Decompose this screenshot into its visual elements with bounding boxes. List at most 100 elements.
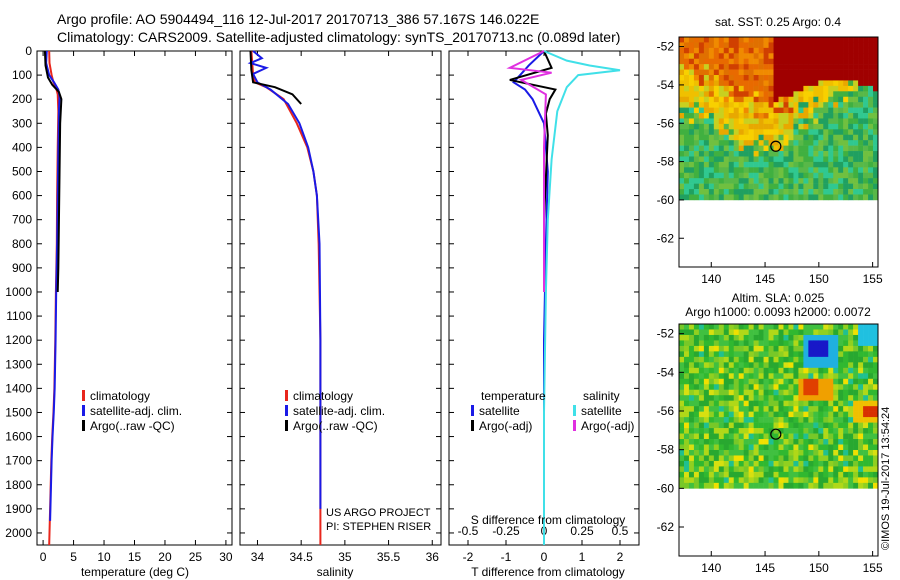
heatmap-cell xyxy=(833,183,839,190)
heatmap-cell xyxy=(713,345,720,352)
heatmap-cell xyxy=(803,334,809,341)
heatmap-cell xyxy=(743,145,749,152)
heatmap-cell xyxy=(703,389,710,396)
heatmap-cell xyxy=(748,389,754,396)
heatmap-cell xyxy=(773,85,779,92)
heatmap-cell xyxy=(788,47,794,54)
heatmap-cell xyxy=(843,411,849,418)
heatmap-cell xyxy=(778,389,784,396)
heatmap-cell xyxy=(679,449,685,456)
heatmap-cell xyxy=(713,400,720,407)
heatmap-cell xyxy=(793,422,799,429)
heatmap-cell xyxy=(723,378,730,385)
heatmap-cell xyxy=(833,460,839,467)
heatmap-cell xyxy=(848,64,854,70)
heatmap-cell xyxy=(698,113,705,119)
heatmap-cell xyxy=(713,351,720,358)
heatmap-cell xyxy=(813,161,819,168)
heatmap-cell xyxy=(713,362,720,369)
heatmap-cell xyxy=(778,91,784,98)
heatmap-cell xyxy=(773,482,779,489)
heatmap-cell xyxy=(713,113,720,119)
heatmap-cell xyxy=(808,329,814,336)
heatmap-cell xyxy=(748,460,754,467)
heatmap-cell xyxy=(793,145,799,152)
heatmap-cell xyxy=(853,411,859,418)
heatmap-cell xyxy=(828,172,834,179)
heatmap-cell xyxy=(718,167,725,174)
heatmap-cell xyxy=(698,471,705,478)
heatmap-cell xyxy=(688,449,695,456)
heatmap-cell xyxy=(783,69,789,76)
y-tick-label: 100 xyxy=(12,68,32,82)
heatmap-cell xyxy=(713,373,720,380)
heatmap-cell xyxy=(778,378,784,385)
heatmap-cell xyxy=(868,477,874,484)
x-tick-label: 35 xyxy=(338,550,352,564)
heatmap-cell xyxy=(793,345,799,352)
heatmap-cell xyxy=(688,455,695,462)
series-line xyxy=(43,50,63,293)
heatmap-cell xyxy=(743,367,749,374)
heatmap-cell xyxy=(768,58,774,65)
heatmap-cell xyxy=(868,75,874,81)
heatmap-cell xyxy=(679,428,685,434)
heatmap-cell xyxy=(813,47,819,54)
heatmap-cell xyxy=(713,129,720,136)
heatmap-cell xyxy=(788,433,794,440)
heatmap-cell xyxy=(679,47,685,54)
heatmap-cell xyxy=(688,395,695,401)
heatmap-cell xyxy=(728,134,735,141)
heatmap-cell xyxy=(733,123,739,130)
heatmap-cell xyxy=(748,477,754,484)
heatmap-cell xyxy=(688,53,695,60)
heatmap-cell xyxy=(828,422,834,429)
project-line1: US ARGO PROJECT xyxy=(326,507,431,519)
heatmap-cell xyxy=(848,113,854,119)
heatmap-cell xyxy=(728,389,735,396)
heatmap-cell xyxy=(763,75,769,81)
heatmap-cell xyxy=(788,406,794,412)
figure-title-line2: Climatology: CARS2009. Satellite-adjuste… xyxy=(57,29,620,45)
heatmap-cell xyxy=(703,455,710,462)
heatmap-cell xyxy=(773,345,779,352)
heatmap-cell xyxy=(758,362,764,369)
heatmap-cell xyxy=(733,80,739,87)
heatmap-cell xyxy=(803,373,809,380)
heatmap-cell xyxy=(823,107,829,114)
heatmap-cell xyxy=(853,417,859,423)
heatmap-cell xyxy=(683,406,690,412)
heatmap-cell xyxy=(679,329,685,336)
heatmap-cell xyxy=(708,145,715,152)
heatmap-cell xyxy=(813,140,819,146)
heatmap-cell xyxy=(693,455,700,462)
heatmap-cell xyxy=(818,444,824,451)
heatmap-cell xyxy=(763,172,769,179)
heatmap-cell xyxy=(858,417,864,423)
heatmap-cell xyxy=(723,449,730,456)
heatmap-cell xyxy=(833,477,839,484)
heatmap-cell xyxy=(708,340,715,347)
heatmap-cell xyxy=(713,189,720,195)
heatmap-cell xyxy=(808,384,814,391)
heatmap-cell xyxy=(858,156,864,163)
heatmap-cell xyxy=(773,37,779,43)
heatmap-cell xyxy=(873,378,879,385)
heatmap-cell xyxy=(793,189,799,195)
heatmap-cell xyxy=(723,47,730,54)
heatmap-cell xyxy=(723,37,730,43)
heatmap-cell xyxy=(723,395,730,401)
heatmap-cell xyxy=(679,96,685,103)
heatmap-cell xyxy=(873,161,879,168)
heatmap-cell xyxy=(793,156,799,163)
heatmap-cell xyxy=(853,444,859,451)
heatmap-cell xyxy=(828,53,834,60)
heatmap-cell xyxy=(778,482,784,489)
heatmap-cell xyxy=(853,64,859,70)
heatmap-cell xyxy=(693,64,700,70)
heatmap-cell xyxy=(873,113,879,119)
heatmap-cell xyxy=(743,389,749,396)
heatmap-cell xyxy=(823,129,829,136)
heatmap-cell xyxy=(783,85,789,92)
y-tick-label: 900 xyxy=(12,261,32,275)
